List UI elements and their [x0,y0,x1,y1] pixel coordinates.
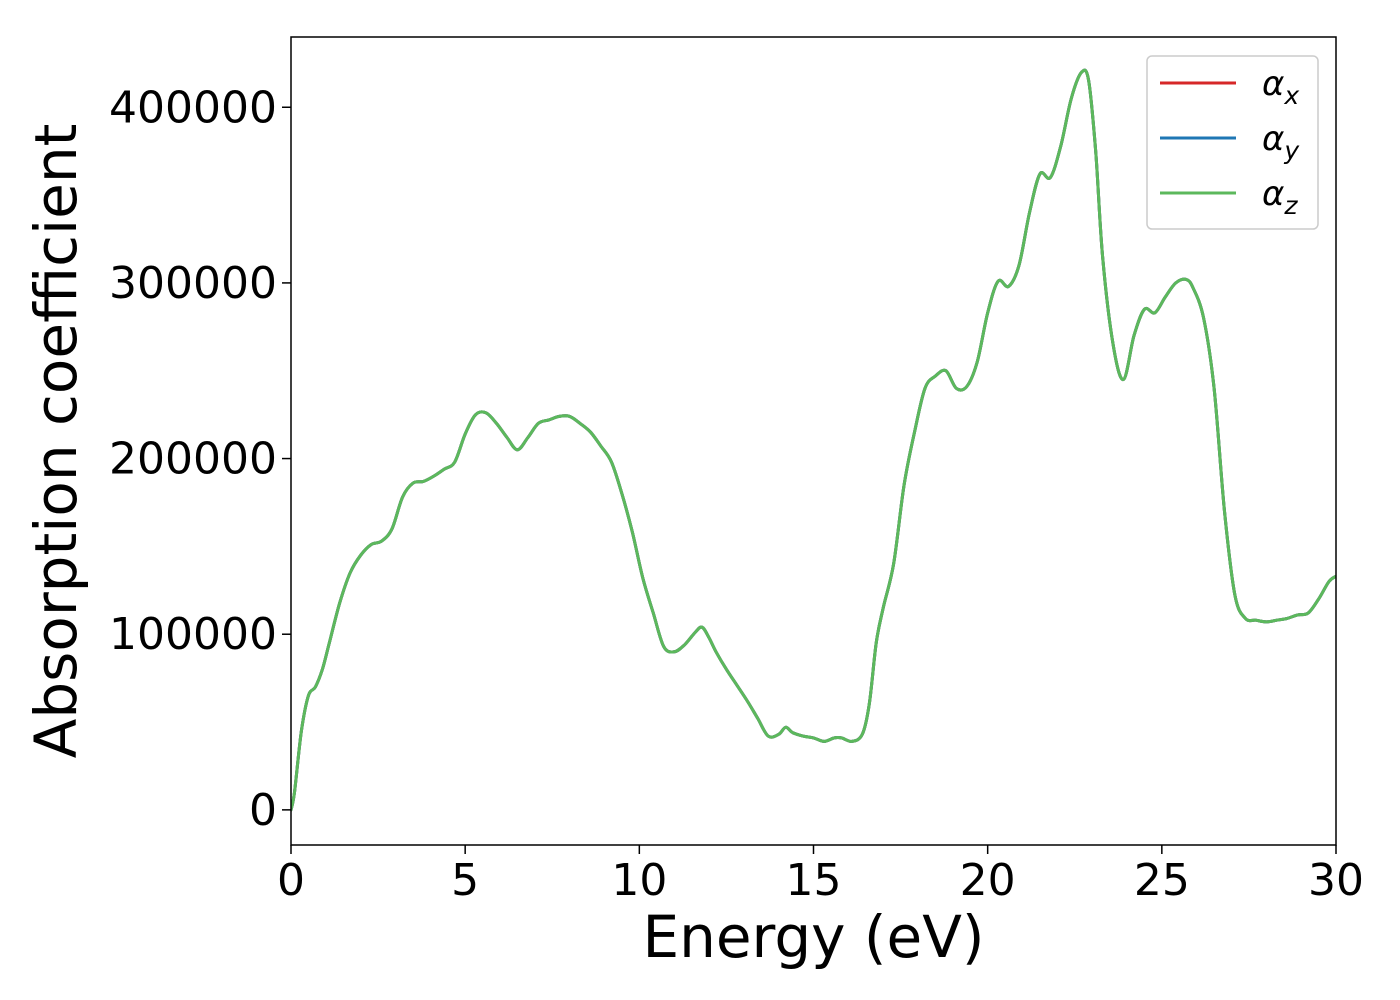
y-tick-label: 0 [249,785,277,836]
legend: αx αy αz [1146,55,1319,230]
x-tick-label: 25 [1134,855,1190,906]
x-tick-label: 20 [960,855,1016,906]
y-tick-label: 200000 [109,434,277,485]
legend-label-x: αx [1262,64,1299,110]
plot-lines [291,68,1336,812]
y-axis-ticks: 0 100000 200000 300000 400000 [109,82,291,836]
y-tick-label: 100000 [109,609,277,660]
x-tick-label: 15 [786,855,842,906]
y-tick-label: 300000 [109,258,277,309]
x-tick-label: 0 [277,855,305,906]
legend-box [1146,55,1319,230]
x-tick-label: 30 [1308,855,1364,906]
x-axis-title: Energy (eV) [642,903,984,971]
legend-label-y: αy [1262,119,1300,165]
x-axis-ticks: 0 5 10 15 20 25 30 [277,845,1364,906]
y-tick-label: 400000 [109,82,277,133]
y-axis-title: Absorption coefficient [22,124,90,759]
x-tick-label: 5 [451,855,479,906]
legend-label-z: αz [1262,174,1298,220]
series-line-z [291,68,1336,812]
x-tick-label: 10 [611,855,667,906]
